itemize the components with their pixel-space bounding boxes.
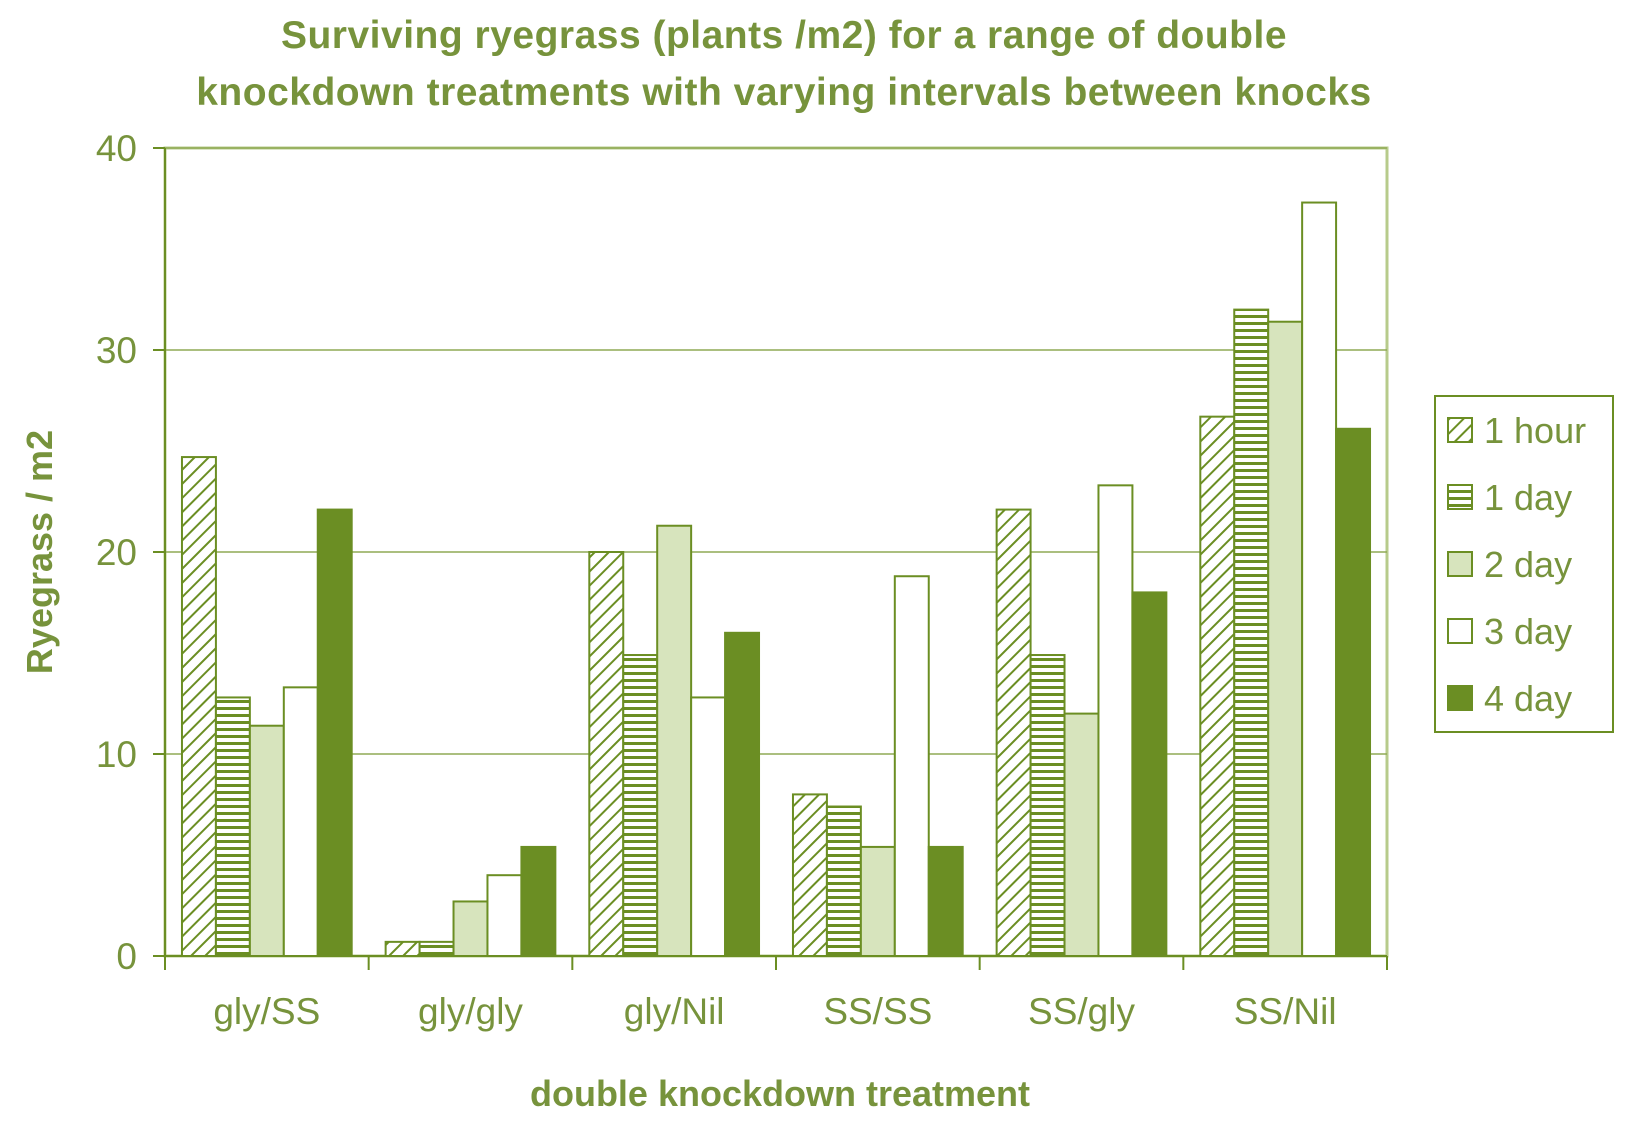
bar-ss-gly-1-day: [1029, 654, 1066, 958]
y-tick-label: 20: [96, 532, 137, 573]
x-axis-title: double knockdown treatment: [530, 1073, 1030, 1114]
bar-gly-ss-1-hour: [180, 456, 217, 957]
bar-ss-nil-3-day: [1301, 201, 1338, 958]
y-tick-label: 30: [96, 330, 137, 371]
bar-gly-ss-4-day: [316, 508, 353, 957]
x-tick-label: SS/SS: [823, 991, 932, 1032]
x-tick-label: gly/gly: [418, 991, 523, 1032]
legend-label: 3 day: [1484, 611, 1572, 652]
legend-swatch: [1447, 417, 1473, 443]
bar-gly-gly-1-hour: [384, 940, 421, 957]
y-tick-label: 0: [116, 936, 137, 977]
bar-gly-gly-1-day: [418, 940, 455, 957]
bar-ss-ss-3-day: [893, 575, 930, 957]
legend-swatch: [1447, 551, 1473, 577]
legend-swatch: [1447, 618, 1473, 644]
bar-ss-nil-4-day: [1335, 427, 1372, 957]
bar-gly-gly-2-day: [452, 900, 489, 958]
y-tick-labels: 0 10 20 30 40: [96, 128, 137, 977]
bar-ss-gly-3-day: [1097, 484, 1134, 957]
legend-swatch: [1447, 484, 1473, 510]
bar-gly-nil-4-day: [724, 631, 761, 957]
legend: 1 hour 1 day 2 day 3 day 4 day: [1434, 395, 1614, 733]
x-tick-label: SS/gly: [1028, 991, 1135, 1032]
x-tick-label: gly/SS: [213, 991, 320, 1032]
legend-label: 1 day: [1484, 477, 1572, 518]
legend-label: 4 day: [1484, 678, 1572, 719]
bar-gly-nil-1-day: [622, 654, 659, 958]
gridlines: [165, 147, 1387, 755]
legend-label: 2 day: [1484, 544, 1572, 585]
y-axis-title: Ryegrass / m2: [19, 430, 60, 674]
bar-ss-gly-2-day: [1063, 712, 1100, 957]
x-tick-label: gly/Nil: [624, 991, 725, 1032]
x-tick-labels: gly/SS gly/gly gly/Nil SS/SS SS/gly SS/Nil: [213, 991, 1336, 1032]
bar-ss-nil-2-day: [1267, 320, 1304, 958]
bar-ss-nil-1-hour: [1199, 415, 1236, 958]
bar-ss-gly-1-hour: [995, 508, 1032, 957]
chart-title-line-2: knockdown treatments with varying interv…: [196, 71, 1372, 114]
bar-ss-ss-1-day: [825, 805, 862, 958]
legend-swatch: [1447, 685, 1473, 711]
y-tick-label: 10: [96, 734, 137, 775]
x-tick-label: SS/Nil: [1234, 991, 1337, 1032]
bar-ss-nil-1-day: [1233, 308, 1270, 958]
bar-gly-gly-4-day: [520, 845, 557, 957]
bar-gly-ss-1-day: [214, 696, 251, 957]
bar-gly-gly-3-day: [486, 874, 523, 958]
bar-ss-ss-1-hour: [791, 793, 828, 958]
bar-ss-ss-2-day: [859, 845, 896, 957]
bar-ss-gly-4-day: [1131, 591, 1168, 958]
bar-gly-nil-1-hour: [588, 551, 625, 957]
bar-ss-ss-4-day: [927, 845, 964, 957]
bar-gly-ss-3-day: [282, 686, 319, 958]
chart-title-line-1: Surviving ryegrass (plants /m2) for a ra…: [281, 14, 1287, 57]
bar-gly-nil-2-day: [656, 524, 693, 957]
axes: [153, 147, 1388, 970]
bar-gly-nil-3-day: [690, 696, 727, 957]
y-tick-label: 40: [96, 128, 137, 169]
bars: [180, 201, 1372, 958]
legend-label: 1 hour: [1484, 410, 1586, 451]
bar-gly-ss-2-day: [248, 724, 285, 957]
